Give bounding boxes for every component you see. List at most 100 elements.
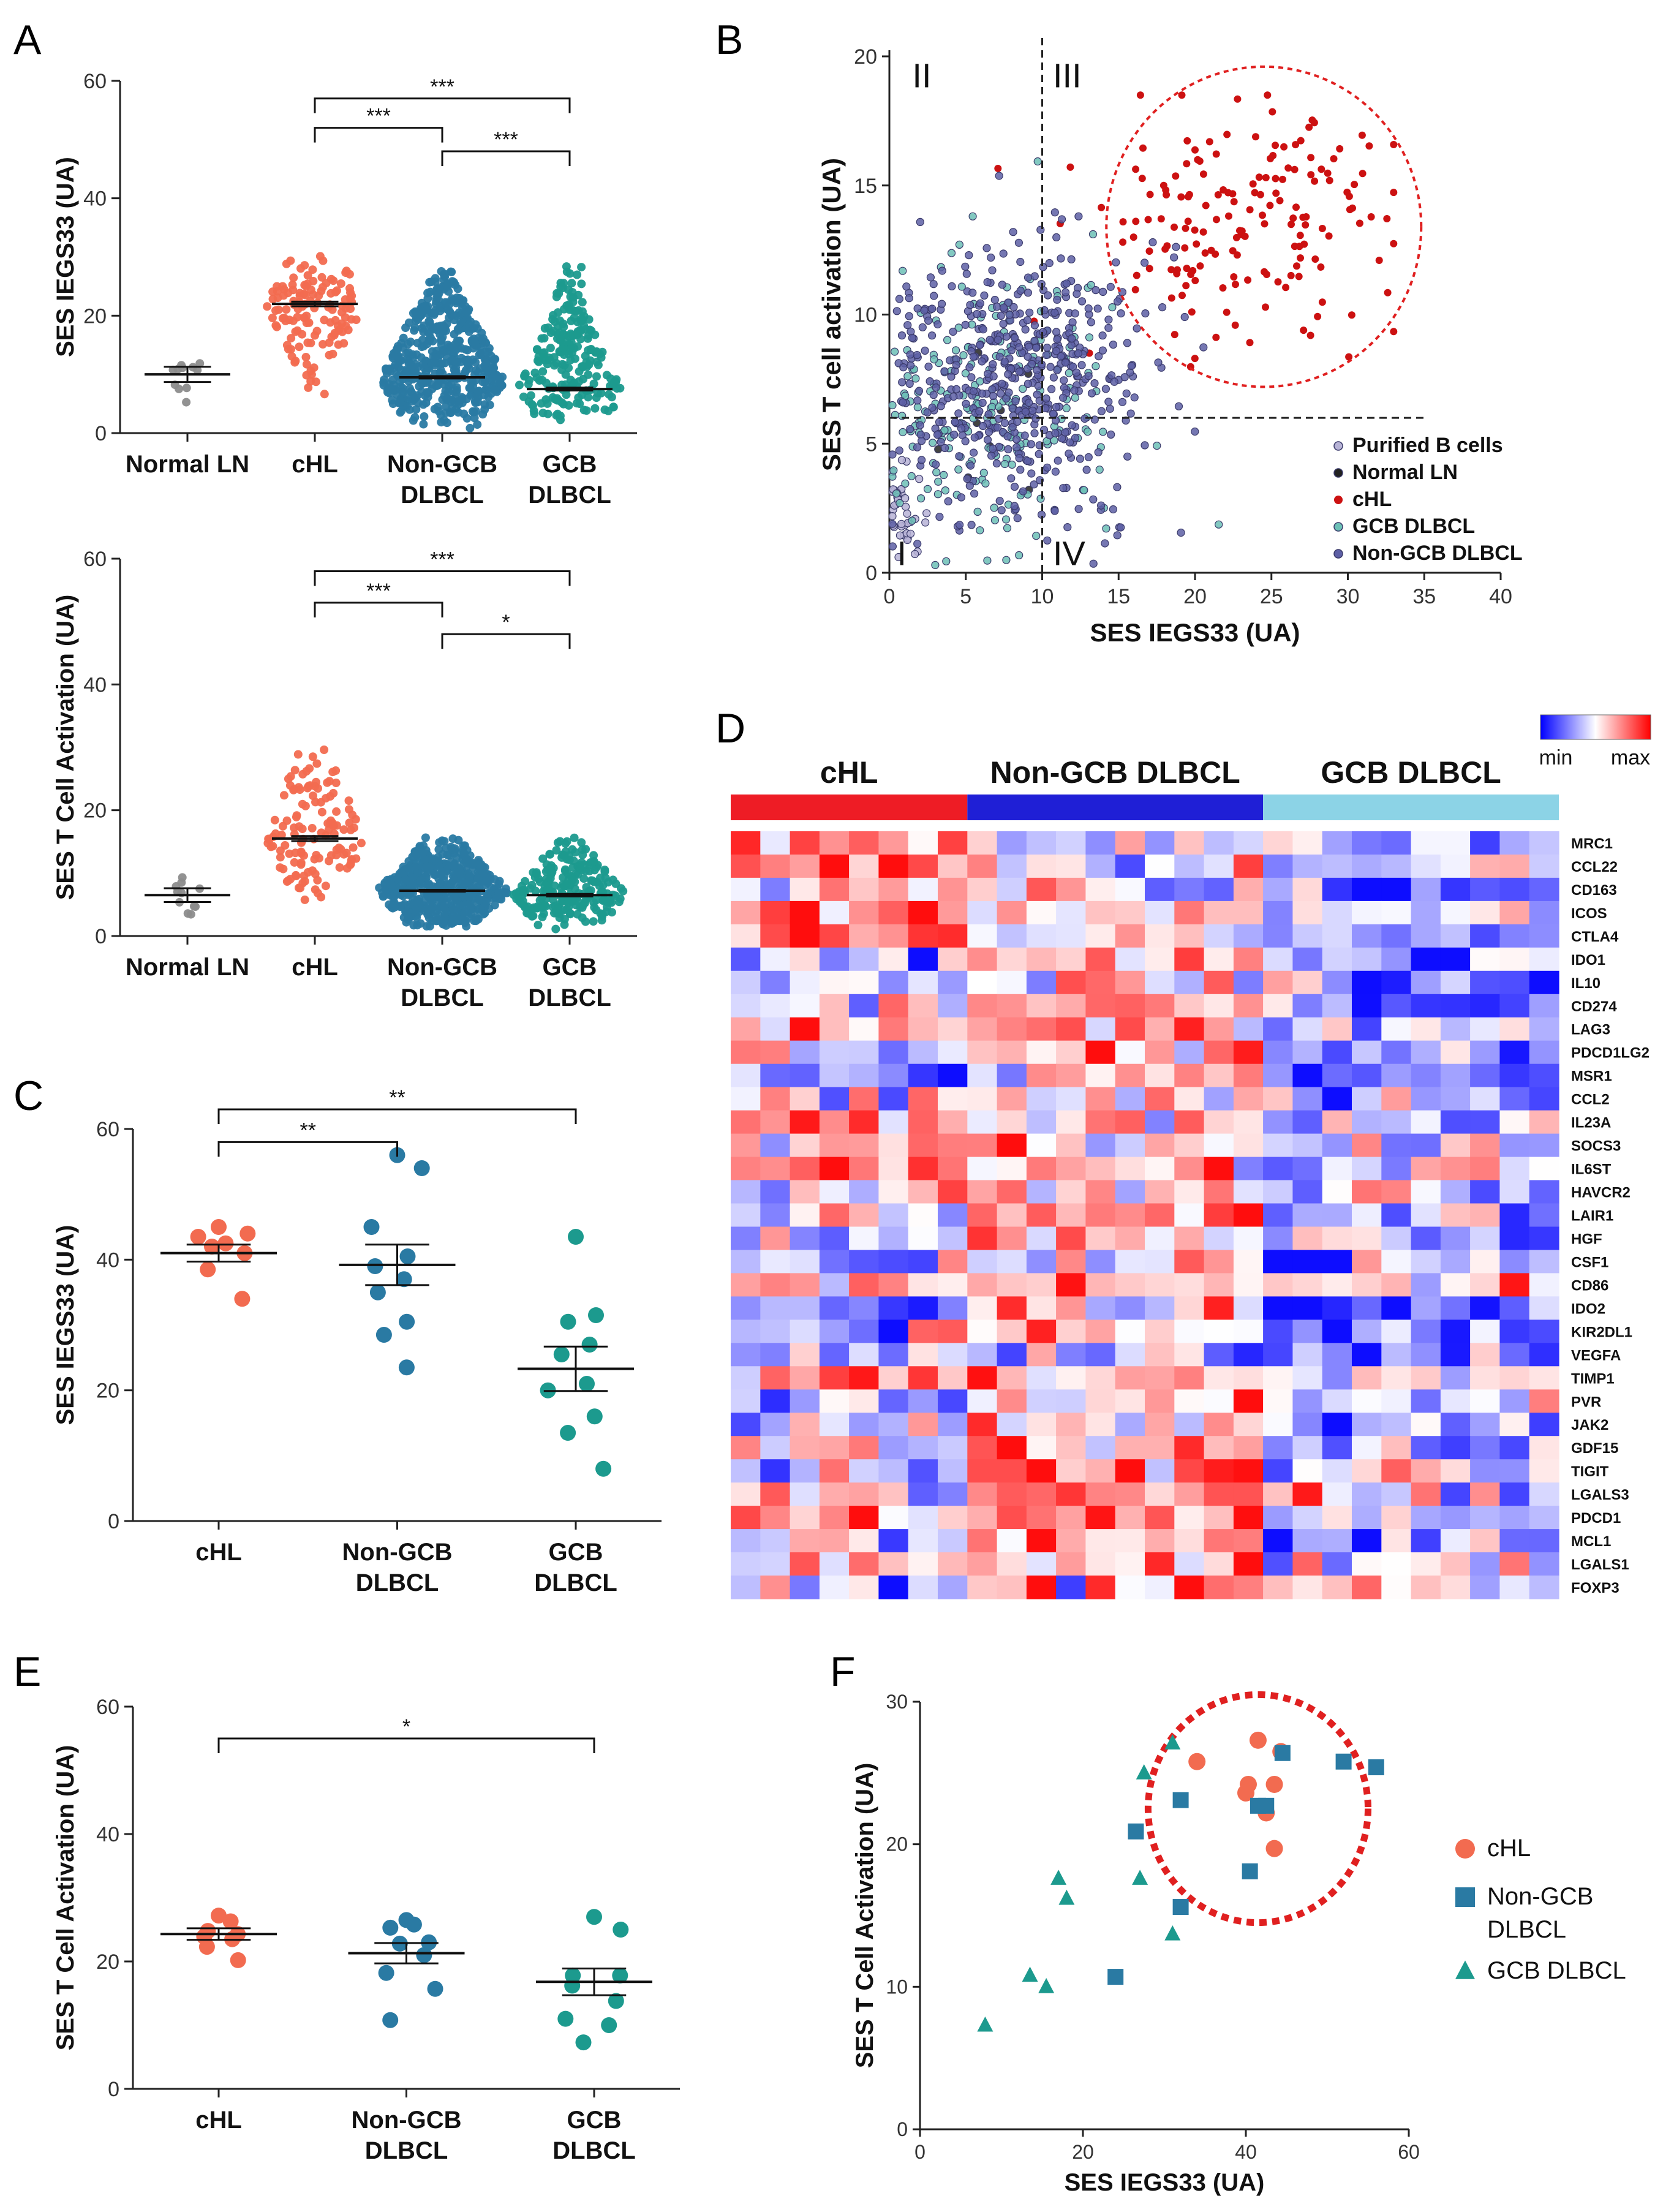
heatmap-cell xyxy=(1115,1529,1145,1553)
heatmap-cell xyxy=(967,900,998,925)
data-point xyxy=(1172,1899,1189,1916)
data-point xyxy=(977,2016,993,2032)
heatmap-cell xyxy=(997,1087,1027,1111)
data-point xyxy=(987,253,995,262)
data-point xyxy=(913,443,922,451)
data-point xyxy=(577,838,586,847)
heatmap-cell xyxy=(908,1017,938,1041)
heatmap-cell xyxy=(760,1436,791,1460)
heatmap-cell xyxy=(849,1203,879,1228)
data-point xyxy=(588,876,597,885)
data-point xyxy=(211,1908,227,1924)
heatmap-cell xyxy=(1381,1413,1412,1436)
data-point xyxy=(1172,172,1180,180)
data-point xyxy=(289,273,298,282)
heatmap-cell xyxy=(1263,877,1293,902)
data-point xyxy=(435,862,444,871)
data-point xyxy=(1183,265,1191,273)
data-point xyxy=(1178,292,1186,300)
data-point xyxy=(1164,1925,1181,1941)
heatmap-cell xyxy=(997,994,1027,1018)
heatmap-cell xyxy=(1115,1343,1145,1367)
data-point xyxy=(609,402,618,412)
data-point xyxy=(1113,297,1122,306)
heatmap-cell xyxy=(849,831,879,855)
data-point xyxy=(1307,154,1315,162)
data-point xyxy=(1177,528,1185,537)
heatmap-cell xyxy=(1292,1296,1323,1320)
significance-label: ** xyxy=(300,1119,316,1142)
heatmap-cell xyxy=(967,1063,998,1088)
data-point xyxy=(1265,1775,1283,1793)
data-point xyxy=(575,2034,592,2051)
data-point xyxy=(955,521,964,529)
data-point xyxy=(1295,273,1303,281)
data-point xyxy=(1095,466,1104,474)
data-point xyxy=(1171,223,1178,231)
data-point xyxy=(588,1307,604,1323)
heatmap-cell xyxy=(938,1552,968,1576)
heatmap-cell xyxy=(1499,1436,1530,1460)
heatmap-cell xyxy=(1381,1180,1412,1204)
data-point xyxy=(993,423,1002,432)
data-point xyxy=(1163,191,1171,198)
heatmap-cell xyxy=(760,994,791,1018)
data-point xyxy=(578,307,587,316)
data-point xyxy=(895,499,904,507)
quadrant-label: I xyxy=(897,534,907,572)
data-point xyxy=(424,893,433,902)
data-point xyxy=(566,910,575,919)
heatmap-cell xyxy=(731,900,761,925)
data-point xyxy=(336,279,345,288)
heatmap-cell xyxy=(1529,924,1559,948)
data-point xyxy=(533,904,542,913)
data-point xyxy=(906,425,914,434)
data-point xyxy=(957,493,966,502)
legend-marker xyxy=(1333,441,1343,451)
heatmap-cell xyxy=(1499,1506,1530,1530)
quadrant-label: III xyxy=(1053,56,1082,95)
heatmap-cell xyxy=(1026,855,1057,878)
heatmap-cell xyxy=(1411,1576,1441,1599)
data-point xyxy=(988,266,997,274)
data-point xyxy=(1178,91,1186,99)
data-point xyxy=(378,1965,394,1981)
group-label: GCB DLBCL xyxy=(1321,755,1501,790)
heatmap-cell xyxy=(1233,947,1264,972)
heatmap-cell xyxy=(1529,1273,1559,1297)
data-point xyxy=(1097,407,1106,415)
data-point xyxy=(1058,1889,1075,1905)
data-point xyxy=(470,338,480,347)
heatmap-cell xyxy=(760,1017,791,1041)
data-point xyxy=(320,746,329,754)
heatmap-cell xyxy=(819,1087,850,1111)
data-point xyxy=(1263,271,1270,278)
x-tick-label: Non-GCB xyxy=(387,451,497,478)
data-point xyxy=(613,1922,629,1938)
data-point xyxy=(541,902,550,911)
heatmap-cell xyxy=(1174,1040,1205,1065)
heatmap-cell xyxy=(908,1343,938,1367)
heatmap-cell xyxy=(1145,1226,1175,1251)
data-point xyxy=(1010,482,1019,491)
heatmap-cell xyxy=(997,1413,1027,1436)
heatmap-cell xyxy=(1233,1459,1264,1483)
panel-label-b: B xyxy=(715,17,743,63)
data-point xyxy=(586,1408,603,1425)
heatmap-cell xyxy=(1233,1133,1264,1158)
legend-label: GCB DLBCL xyxy=(1487,1957,1626,1984)
heatmap-cell xyxy=(1056,1250,1086,1274)
data-point xyxy=(1085,333,1094,342)
heatmap-cell xyxy=(1381,924,1412,948)
x-tick-label: GCB xyxy=(567,2107,622,2134)
legend-label: Non-GCB xyxy=(1487,1883,1593,1910)
data-point xyxy=(458,303,467,312)
data-point xyxy=(584,315,594,324)
x-tick-label: GCB xyxy=(543,451,597,478)
heatmap-cell xyxy=(760,1459,791,1483)
heatmap-cell xyxy=(1204,947,1234,972)
heatmap-cell xyxy=(1411,1459,1441,1483)
heatmap-cell xyxy=(878,1436,909,1460)
data-point xyxy=(434,407,443,416)
data-point xyxy=(612,1967,628,1984)
